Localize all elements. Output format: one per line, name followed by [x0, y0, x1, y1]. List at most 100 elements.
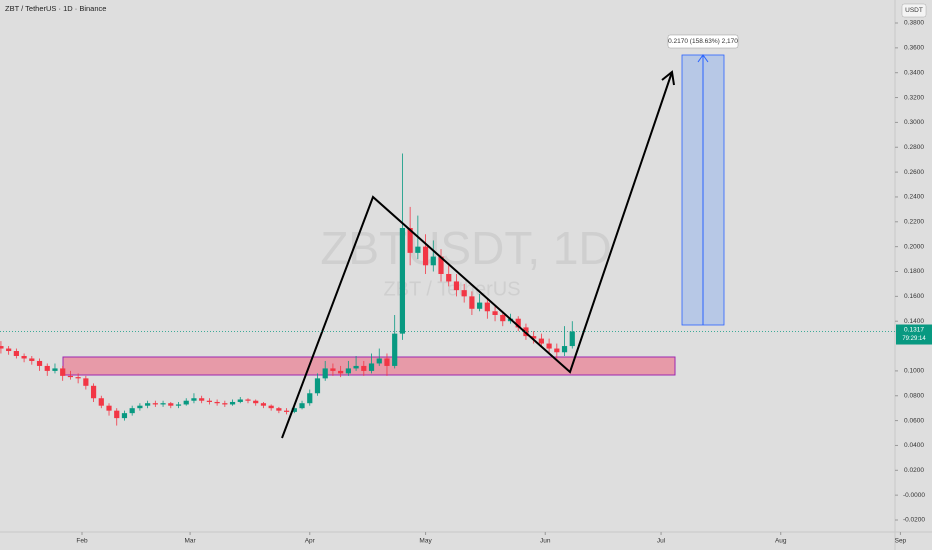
y-tick-label: 0.1400 — [904, 318, 924, 325]
last-price-label: 0.1317 — [904, 327, 924, 334]
candle-body — [438, 256, 444, 274]
candle-body — [175, 404, 182, 406]
candle-body — [345, 368, 351, 374]
candle-body — [222, 403, 228, 405]
candle-body — [500, 314, 506, 322]
currency-box[interactable] — [901, 3, 927, 18]
candle-body — [52, 368, 58, 371]
candle-body — [121, 413, 128, 419]
candle-body — [168, 403, 174, 406]
y-tick-label: 0.0600 — [904, 417, 924, 424]
candle-body — [160, 403, 166, 405]
x-tick-label: Mar — [184, 538, 196, 545]
x-tick-label: Jun — [540, 538, 551, 545]
candle-body — [0, 346, 4, 349]
candle-body — [114, 410, 120, 419]
candle-body — [36, 360, 43, 366]
candle-body — [67, 375, 74, 378]
y-tick-label: 0.3200 — [904, 94, 924, 101]
y-tick-label: 0.2800 — [904, 144, 924, 151]
candle-body — [183, 400, 189, 405]
candle-body — [129, 408, 135, 414]
candle-body — [90, 385, 97, 399]
candle-body — [492, 311, 498, 315]
candle-body — [206, 400, 212, 402]
candle-body — [21, 355, 27, 359]
candle-body — [330, 368, 336, 371]
candle-body — [276, 408, 282, 411]
candle-body — [283, 410, 290, 412]
candle-body — [415, 246, 421, 253]
candle-body — [229, 401, 236, 405]
chart-title: ZBT / TetherUS · 1D · Binance — [5, 4, 106, 13]
last-price-box — [896, 324, 932, 345]
y-tick-label: -0.0200 — [903, 517, 925, 524]
y-tick-label: 0.3600 — [904, 45, 924, 52]
y-tick-label: 0.0200 — [904, 467, 924, 474]
candle-body — [98, 398, 104, 406]
y-tick-label: -0.0000 — [903, 492, 925, 499]
candle-body — [484, 302, 490, 312]
x-tick-label: Aug — [775, 538, 787, 545]
watermark: ZBTUSDT, 1D — [320, 222, 611, 274]
candle-body — [29, 358, 35, 361]
x-tick-label: Jul — [657, 538, 666, 545]
candle-body — [314, 378, 321, 394]
trend-path[interactable] — [281, 71, 673, 439]
candle-body — [137, 405, 143, 409]
x-tick-label: Sep — [895, 538, 907, 545]
candle-body — [299, 403, 305, 409]
candle-body — [561, 346, 568, 353]
candle-body — [469, 296, 475, 309]
y-tick-label: 0.1000 — [904, 368, 924, 375]
pattern-drawing — [281, 70, 675, 439]
candle-body — [368, 363, 375, 371]
measure-label: 0.2170 (158.63%) 2,170 — [668, 38, 738, 45]
axes: 0.3800 0.3600 0.3400 0.3200 0.3000 0.2800 0.26… — [0, 20, 932, 545]
candle-body — [13, 351, 19, 356]
candle-body — [191, 398, 197, 401]
candle-body — [245, 399, 251, 401]
candle-body — [83, 378, 89, 386]
watermark-sub: ZBT / TetherUS — [383, 278, 520, 300]
candle-body — [199, 398, 205, 401]
x-tick-label: Apr — [305, 538, 316, 545]
candle-body — [106, 405, 112, 411]
y-tick-label: 0.3400 — [904, 69, 924, 76]
measure-label-box — [667, 34, 739, 49]
candle-body — [253, 400, 259, 404]
range-arrow-head — [697, 54, 709, 63]
y-tick-label: 0.2200 — [904, 219, 924, 226]
y-tick-label: 0.2400 — [904, 194, 924, 201]
candle-body — [361, 365, 367, 371]
y-tick-label: 0.2600 — [904, 169, 924, 176]
candle-body — [515, 318, 521, 328]
candle-body — [376, 358, 382, 364]
candle-body — [392, 333, 398, 366]
candle-body — [384, 358, 390, 366]
candle-body — [422, 246, 429, 266]
y-tick-label: 0.2000 — [904, 243, 924, 250]
candle-body — [461, 290, 467, 297]
y-tick-label: 0.0800 — [904, 392, 924, 399]
currency-label[interactable]: USDT — [905, 7, 923, 14]
candle-body — [531, 336, 537, 339]
y-tick-label: 0.1800 — [904, 268, 924, 275]
y-tick-label: 0.3800 — [904, 20, 924, 27]
candle-body — [152, 403, 158, 405]
candle-body — [307, 393, 313, 404]
candle-body — [430, 256, 436, 266]
countdown: 79:29:14 — [902, 336, 926, 342]
candle-body — [44, 365, 50, 371]
candle-body — [569, 331, 575, 347]
candle-body — [546, 343, 552, 349]
candle-body — [538, 338, 544, 344]
candle-body — [446, 273, 452, 282]
candle-body — [353, 365, 359, 369]
candle-body — [407, 228, 413, 253]
candle-body — [214, 401, 220, 404]
y-tick-label: 0.1600 — [904, 293, 924, 300]
candle-body — [75, 377, 81, 379]
candle-body — [6, 348, 12, 352]
